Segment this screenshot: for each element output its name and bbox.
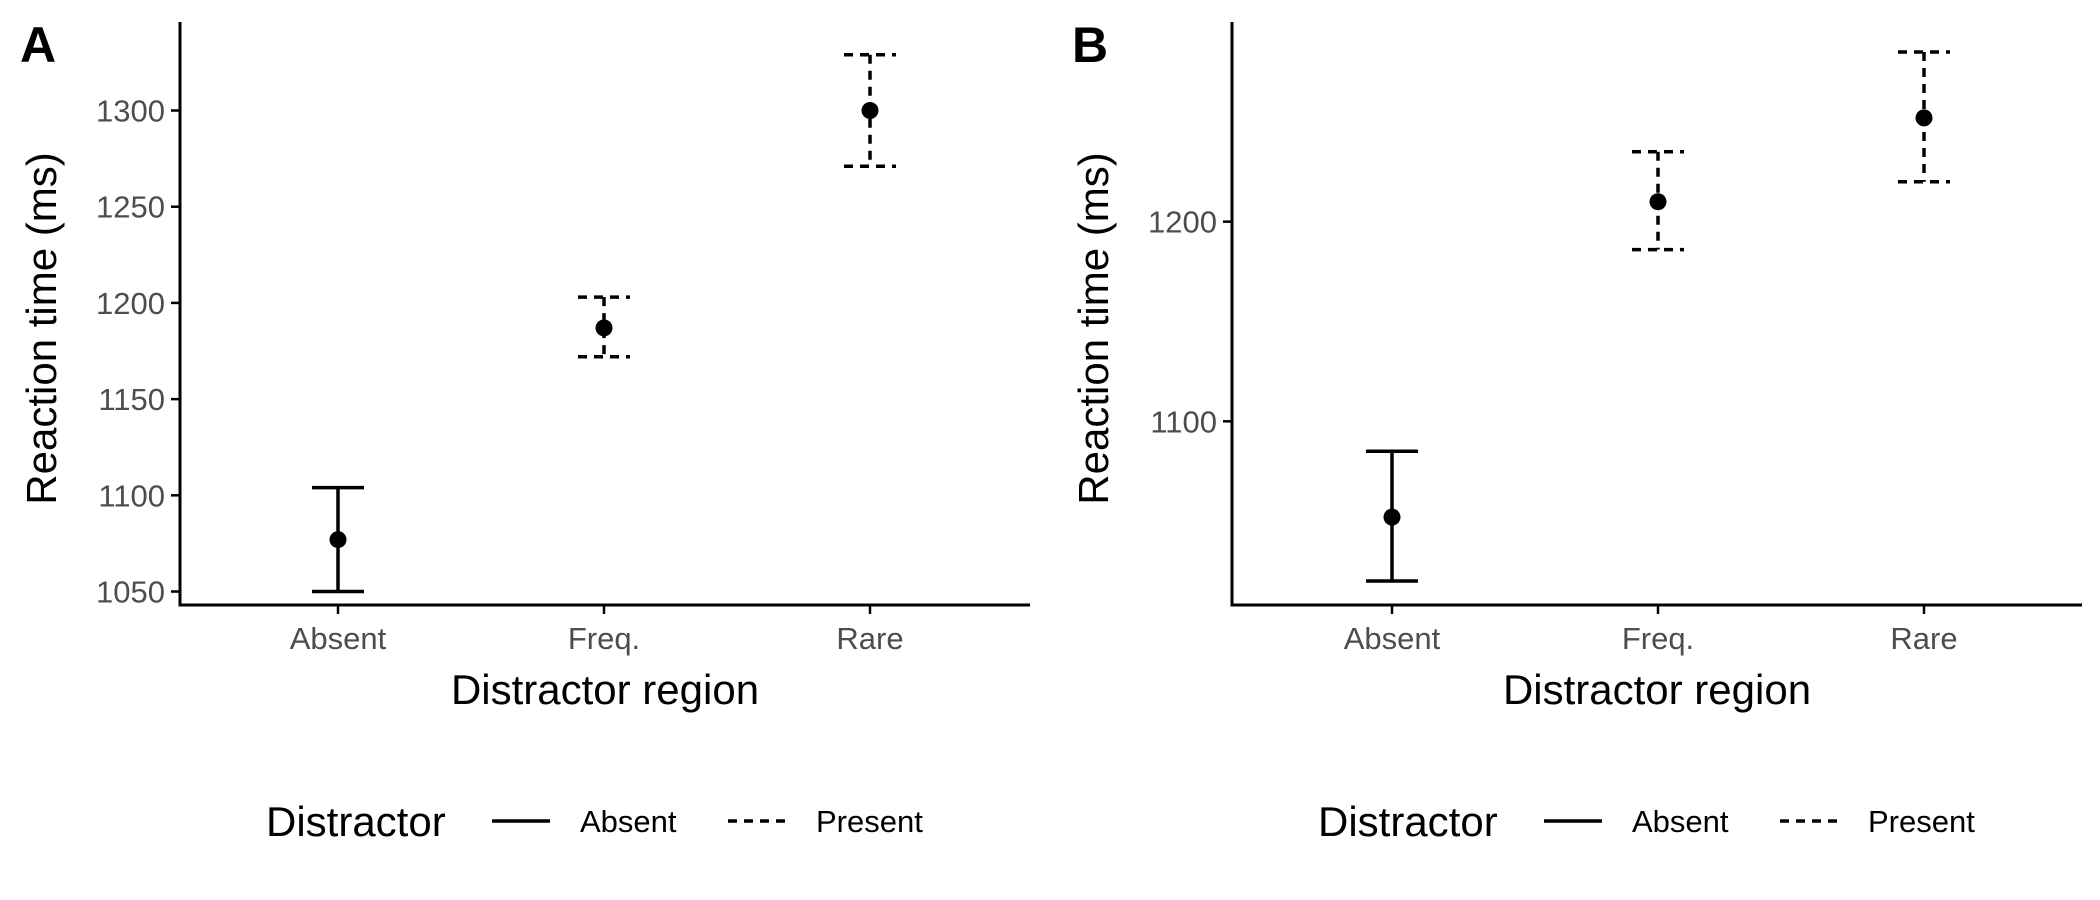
y-axis-title: Reaction time (ms)	[1070, 152, 1117, 504]
x-tick-label: Freq.	[568, 621, 640, 656]
y-tick-label: 1300	[96, 94, 165, 129]
legend-title: Distractor	[1318, 798, 1498, 845]
mean-point	[861, 102, 879, 120]
data-point-absent	[312, 485, 364, 594]
data-point-absent	[1366, 449, 1418, 583]
data-point-freq	[578, 295, 630, 359]
panel-letter: A	[20, 17, 56, 73]
legend-label-absent: Absent	[1632, 804, 1729, 839]
legend: Distractor Absent Present	[266, 798, 923, 845]
panel-b: B 1100 1200 Absent Freq. Rare Distractor regio…	[1070, 17, 2082, 845]
y-axis-title: Reaction time (ms)	[18, 152, 65, 504]
mean-point	[1649, 193, 1667, 211]
data-point-freq	[1632, 150, 1684, 252]
legend-label-absent: Absent	[580, 804, 677, 839]
y-tick-label: 1200	[96, 286, 165, 321]
y-tick-label: 1050	[96, 575, 165, 610]
x-axis-title: Distractor region	[451, 666, 759, 713]
mean-point	[329, 531, 347, 549]
x-axis-title: Distractor region	[1503, 666, 1811, 713]
x-tick-label: Rare	[1890, 621, 1957, 656]
y-tick-label: 1200	[1148, 205, 1217, 240]
mean-point	[1383, 508, 1401, 526]
legend-label-present: Present	[1868, 804, 1975, 839]
x-tick-label: Freq.	[1622, 621, 1694, 656]
x-tick-label: Absent	[1344, 621, 1441, 656]
legend: Distractor Absent Present	[1318, 798, 1975, 845]
mean-point	[1915, 109, 1933, 127]
panel-letter: B	[1072, 17, 1108, 73]
y-tick-label: 1250	[96, 190, 165, 225]
data-point-rare	[844, 52, 896, 169]
data-point-rare	[1898, 50, 1950, 184]
panel-a: A 1050 1100 1150 1200 1250 1300 Absent Freq. Rare…	[18, 17, 1030, 845]
y-tick-label: 1150	[98, 382, 165, 417]
mean-point	[595, 319, 613, 337]
y-tick-label: 1100	[1150, 404, 1217, 439]
x-tick-label: Absent	[290, 621, 387, 656]
y-tick-label: 1100	[98, 478, 165, 513]
legend-title: Distractor	[266, 798, 446, 845]
legend-label-present: Present	[816, 804, 923, 839]
x-tick-label: Rare	[836, 621, 903, 656]
